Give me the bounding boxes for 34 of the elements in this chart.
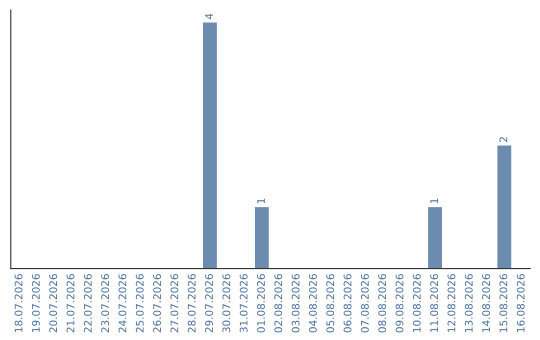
x-tick-label: 02.08.2026 xyxy=(274,274,282,332)
x-tick-label: 03.08.2026 xyxy=(292,274,300,332)
x-tick-label: 22.07.2026 xyxy=(84,274,92,332)
x-tick-label: 16.08.2026 xyxy=(516,274,525,332)
data-label: 1 xyxy=(430,198,438,204)
x-tick-label: 04.08.2026 xyxy=(308,274,317,332)
data-label: 1 xyxy=(257,198,265,204)
x-tick-label: 19.07.2026 xyxy=(32,274,40,332)
x-tick-label: 26.07.2026 xyxy=(153,274,162,332)
x-tick-label: 11.08.2026 xyxy=(430,274,438,332)
x-tick-label: 15.08.2026 xyxy=(499,274,508,332)
x-tick-label: 06.08.2026 xyxy=(344,274,352,332)
x-tick-label: 18.07.2026 xyxy=(14,274,22,332)
x-tick-label: 05.08.2026 xyxy=(326,274,334,332)
x-tick-label: 24.07.2026 xyxy=(118,274,126,332)
x-tick-label: 27.07.2026 xyxy=(170,274,178,332)
x-tick-label: 13.08.2026 xyxy=(464,274,473,332)
x-tick-label: 10.08.2026 xyxy=(412,274,421,332)
x-tick-label: 12.08.2026 xyxy=(448,274,456,332)
x-tick-label: 30.07.2026 xyxy=(222,274,230,332)
x-tick-label: 08.08.2026 xyxy=(378,274,386,332)
x-tick-label: 23.07.2026 xyxy=(101,274,110,332)
data-label: 2 xyxy=(499,137,508,142)
x-tick-label: 31.07.2026 xyxy=(240,274,248,332)
x-tick-label: 20.07.2026 xyxy=(49,274,58,332)
x-tick-label: 21.07.2026 xyxy=(66,274,74,332)
x-tick-label: 29.07.2026 xyxy=(205,274,213,332)
x-tick-label: 07.08.2026 xyxy=(360,274,369,332)
x-tick-label: 28.07.2026 xyxy=(188,274,196,332)
x-tick-label: 25.07.2026 xyxy=(136,274,144,332)
x-tick-label: 01.08.2026 xyxy=(257,274,265,332)
x-tick-label: 09.08.2026 xyxy=(396,274,404,332)
data-label: 4 xyxy=(205,14,213,20)
x-tick-label: 14.08.2026 xyxy=(482,274,490,332)
